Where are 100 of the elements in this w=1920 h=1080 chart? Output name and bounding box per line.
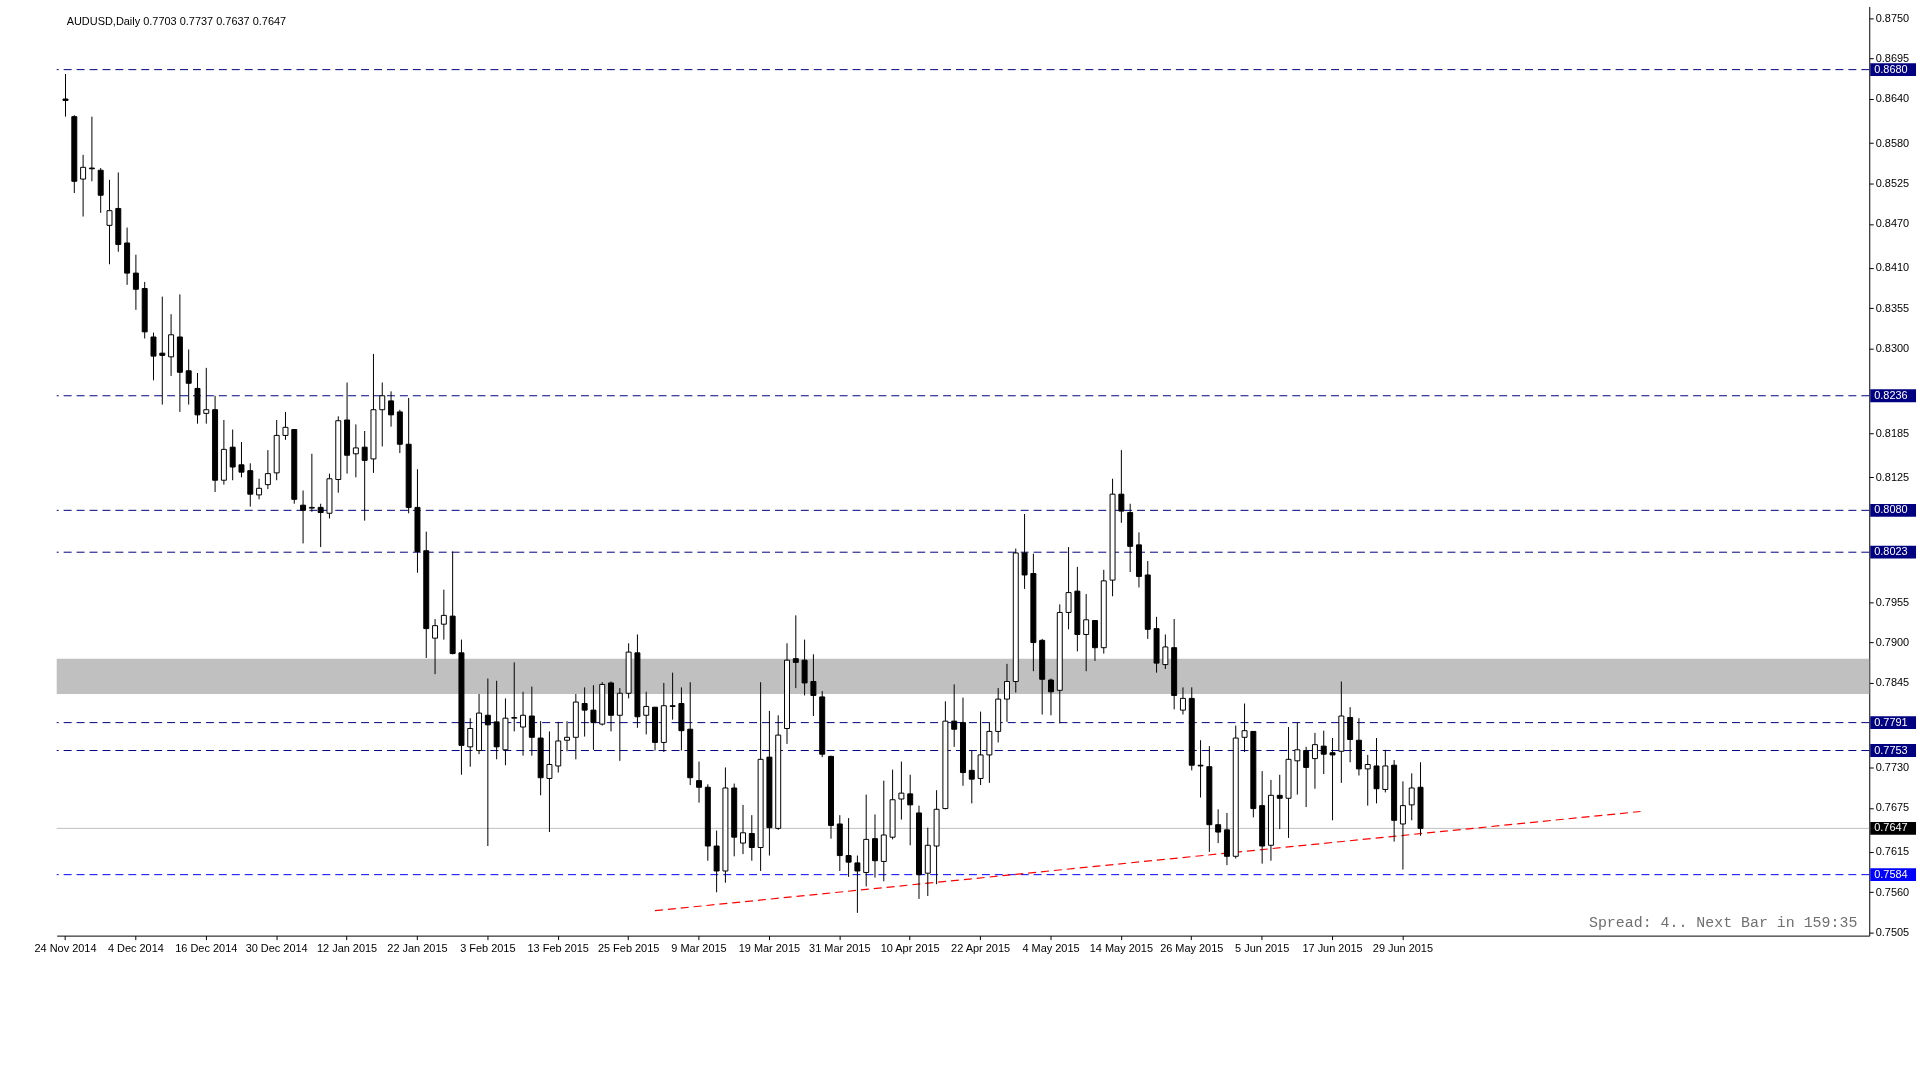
candlestick bbox=[361, 430, 368, 522]
candlestick bbox=[1382, 749, 1389, 793]
y-tick-label: 0.7955 bbox=[1875, 595, 1910, 608]
candlestick bbox=[1118, 449, 1125, 524]
candlestick bbox=[185, 348, 192, 406]
candlestick bbox=[1083, 593, 1090, 672]
y-tick-label: 0.8470 bbox=[1875, 217, 1910, 230]
annotation: Spread: 4.. Next Bar in 159:35 bbox=[1588, 914, 1858, 931]
ref-line-label: 0.7753 bbox=[1874, 743, 1908, 756]
y-tick-label: 0.8580 bbox=[1875, 136, 1910, 149]
x-tick-label: 12 Jan 2015 bbox=[316, 942, 378, 955]
candlestick bbox=[907, 774, 914, 846]
y-tick-label: 0.8750 bbox=[1875, 11, 1910, 24]
candlestick bbox=[977, 711, 984, 786]
candlestick bbox=[300, 490, 307, 544]
candlestick bbox=[1276, 774, 1283, 830]
candlestick bbox=[238, 441, 245, 478]
candlestick bbox=[1364, 754, 1371, 807]
candlestick bbox=[432, 618, 439, 675]
candlestick bbox=[379, 382, 386, 447]
candlestick bbox=[643, 691, 650, 735]
ref-line-label: 0.8236 bbox=[1874, 388, 1908, 401]
y-tick-label: 0.8185 bbox=[1875, 426, 1910, 439]
y-tick-label: 0.8695 bbox=[1875, 52, 1910, 65]
candlestick bbox=[1329, 737, 1336, 821]
candlestick bbox=[898, 761, 905, 821]
candlestick bbox=[520, 691, 527, 757]
x-tick-label: 9 Mar 2015 bbox=[671, 942, 727, 955]
y-tick-label: 0.8410 bbox=[1875, 261, 1910, 274]
x-tick-label: 5 Jun 2015 bbox=[1235, 942, 1290, 955]
candlestick bbox=[740, 804, 746, 855]
candlestick bbox=[317, 503, 324, 548]
candlestick bbox=[590, 684, 597, 751]
candlestick bbox=[616, 687, 623, 762]
candlestick bbox=[1065, 546, 1072, 630]
candlestick bbox=[467, 717, 474, 768]
candlestick bbox=[88, 116, 95, 182]
candlestick bbox=[1215, 808, 1222, 844]
candlestick bbox=[1162, 633, 1169, 670]
candlestick bbox=[106, 179, 113, 265]
y-tick-label: 0.7730 bbox=[1875, 760, 1910, 773]
candlestick bbox=[440, 589, 447, 641]
x-tick-label: 31 Mar 2015 bbox=[809, 942, 871, 955]
y-tick-label: 0.8355 bbox=[1875, 301, 1910, 314]
y-tick-label: 0.8125 bbox=[1875, 470, 1910, 483]
y-tick-label: 0.7615 bbox=[1875, 845, 1910, 858]
candlestick bbox=[986, 722, 993, 784]
candlestick bbox=[256, 478, 263, 500]
candlestick bbox=[80, 154, 87, 218]
x-tick-label: 24 Nov 2014 bbox=[34, 942, 97, 955]
y-tick-label: 0.7675 bbox=[1875, 801, 1910, 814]
candlestick bbox=[511, 661, 518, 732]
candlestick bbox=[1399, 780, 1406, 871]
candlestick bbox=[282, 411, 289, 441]
ref-line-label: 0.8023 bbox=[1874, 545, 1908, 558]
ref-line-label: 0.8680 bbox=[1874, 62, 1908, 75]
candlestick bbox=[247, 462, 254, 508]
candlestick bbox=[388, 390, 395, 428]
ref-line-label: 0.7647 bbox=[1874, 821, 1908, 834]
candlestick bbox=[150, 332, 157, 381]
candlestick bbox=[581, 686, 588, 738]
x-tick-label: 4 May 2015 bbox=[1022, 942, 1080, 955]
candlestick bbox=[1179, 686, 1186, 716]
candlestick bbox=[528, 686, 535, 757]
candlestick bbox=[1311, 732, 1318, 790]
candlestick bbox=[696, 761, 703, 804]
candlestick bbox=[159, 296, 166, 406]
x-tick-label: 16 Dec 2014 bbox=[175, 942, 238, 955]
candlestick bbox=[1241, 703, 1248, 753]
candlestick bbox=[792, 614, 799, 689]
candlestick bbox=[264, 449, 271, 490]
text: AUDUSD,Daily 0.7703 0.7737 0.7637 0.7647 bbox=[66, 15, 287, 28]
y-tick-label: 0.8300 bbox=[1875, 342, 1910, 355]
candlestick bbox=[1003, 663, 1010, 723]
candlestick bbox=[1408, 772, 1415, 821]
candlestick bbox=[1197, 739, 1204, 799]
y-tick-label: 0.7505 bbox=[1875, 926, 1910, 939]
candlestick bbox=[308, 453, 315, 513]
x-tick-label: 19 Mar 2015 bbox=[738, 942, 801, 955]
candlestick bbox=[1320, 730, 1327, 775]
candlestick bbox=[801, 639, 808, 696]
candlestick bbox=[854, 855, 861, 914]
candlestick bbox=[1021, 513, 1028, 590]
candlestick bbox=[1303, 746, 1310, 808]
candlestick bbox=[132, 254, 139, 311]
x-tick-label: 29 Jun 2015 bbox=[1372, 942, 1434, 955]
x-tick-label: 26 May 2015 bbox=[1160, 942, 1224, 955]
candlestick bbox=[872, 813, 878, 879]
candlestick bbox=[1294, 722, 1301, 796]
y-tick-label: 0.8640 bbox=[1875, 92, 1910, 105]
candlestick bbox=[168, 313, 175, 377]
x-tick-label: 4 Dec 2014 bbox=[107, 942, 164, 955]
candlestick bbox=[845, 817, 852, 878]
ref-line-label: 0.8080 bbox=[1874, 503, 1908, 516]
candlestick bbox=[951, 683, 958, 748]
y-tick-label: 0.7845 bbox=[1875, 676, 1910, 689]
ref-line-label: 0.7791 bbox=[1874, 715, 1908, 728]
candlestick bbox=[564, 720, 571, 752]
x-tick-label: 3 Feb 2015 bbox=[460, 942, 516, 955]
candlestick bbox=[352, 423, 359, 478]
